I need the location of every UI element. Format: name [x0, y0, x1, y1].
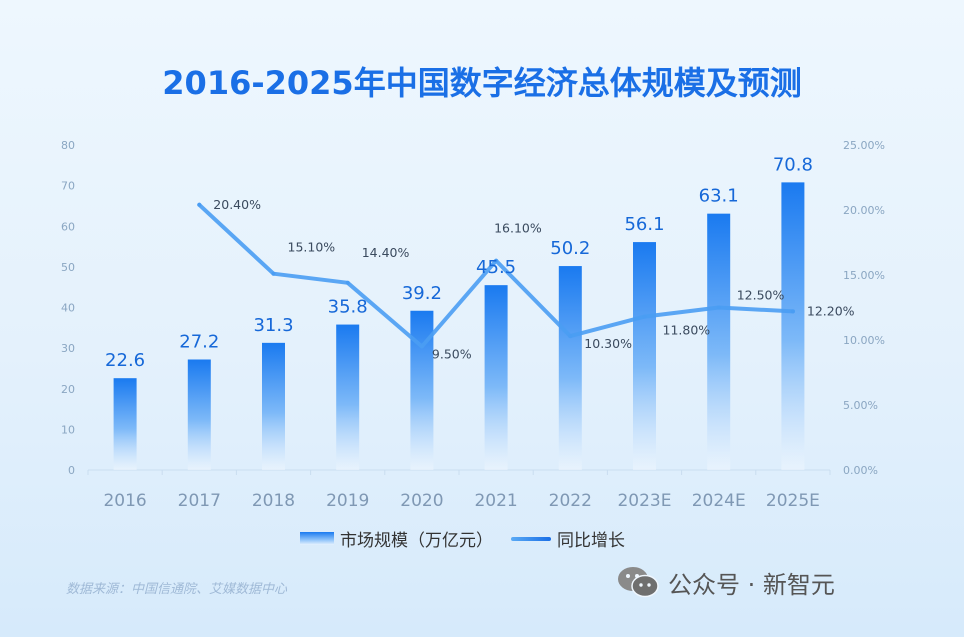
growth-value-label: 10.30%: [584, 336, 632, 351]
wechat-icon: [618, 567, 659, 598]
y-right-tick-label: 25.00%: [843, 139, 885, 152]
growth-value-label: 12.50%: [737, 288, 785, 303]
x-tick-label: 2016: [103, 491, 146, 511]
source-note: 数据来源：中国信通院、艾媒数据中心: [66, 582, 288, 597]
growth-value-label: 11.80%: [663, 323, 711, 338]
bar: [410, 310, 434, 470]
labels-group: 22.6 27.2 31.3 35.8 39.2 45.5 50.2 56.1 63.1 70.8…: [105, 154, 855, 371]
bar: [558, 266, 582, 470]
bar-value-label: 31.3: [253, 315, 293, 336]
bar: [113, 378, 137, 470]
legend-line-label: 同比增长: [557, 531, 625, 551]
legend-item-bar[interactable]: 市场规模（万亿元）: [300, 526, 493, 551]
growth-value-label: 15.10%: [288, 240, 336, 255]
growth-value-label: 16.10%: [494, 221, 542, 236]
y-right-tick-label: 10.00%: [843, 334, 885, 347]
growth-value-label: 20.40%: [213, 197, 261, 212]
legend-line-swatch: [511, 536, 551, 541]
x-tick-label: 2022: [549, 491, 592, 511]
y-right-tick-label: 15.00%: [843, 269, 885, 282]
legend-bar-label: 市场规模（万亿元）: [340, 531, 493, 551]
y-left-tick-label: 50: [61, 261, 75, 274]
y-left-tick-label: 80: [61, 139, 75, 152]
x-tick-label: 2020: [400, 491, 443, 511]
growth-point: [419, 344, 424, 349]
x-tick-label: 2025E: [766, 491, 820, 511]
x-tick-label: 2019: [326, 491, 369, 511]
y-right-tick-label: 20.00%: [843, 204, 885, 217]
growth-value-label: 12.20%: [807, 303, 855, 318]
chart-title: 2016-2025年中国数字经济总体规模及预测: [162, 64, 802, 102]
x-tick-label: 2018: [252, 491, 295, 511]
bar: [633, 242, 656, 470]
growth-point: [494, 258, 499, 263]
y-left-tick-label: 30: [61, 342, 75, 355]
watermark: 公众号 · 新智元: [616, 564, 835, 600]
bar-value-label: 70.8: [773, 154, 813, 175]
axes-group: 2016 2017 2018 2019 2020 2021 2022 2023E 2024E 20…: [61, 139, 885, 511]
y-left-tick-label: 20: [61, 383, 75, 396]
bars-group: [113, 182, 805, 470]
legend-bar-swatch: [300, 532, 334, 545]
growth-point: [345, 280, 350, 285]
y-left-tick-label: 40: [61, 302, 75, 315]
growth-point: [197, 202, 202, 207]
y-right-tick-label: 5.00%: [843, 399, 878, 412]
legend-item-line[interactable]: 同比增长: [511, 526, 625, 551]
y-left-tick-label: 70: [61, 180, 75, 193]
growth-value-label: 9.50%: [432, 347, 472, 362]
x-tick-label: 2021: [474, 491, 517, 511]
bar-value-label: 45.5: [476, 257, 516, 278]
bar: [187, 359, 211, 470]
x-tick-label: 2023E: [617, 491, 671, 511]
bar-value-label: 50.2: [550, 238, 590, 259]
growth-point: [271, 271, 276, 276]
watermark-text: 公众号 · 新智元: [668, 570, 835, 599]
growth-point: [568, 334, 573, 339]
bar: [484, 285, 508, 470]
growth-value-label: 14.40%: [362, 245, 410, 260]
bar: [336, 324, 360, 470]
bar-value-label: 39.2: [402, 283, 442, 304]
bar: [707, 213, 731, 470]
bar: [781, 182, 805, 470]
growth-point: [716, 305, 721, 310]
bar-value-label: 56.1: [624, 214, 664, 235]
growth-point: [642, 314, 647, 319]
y-left-tick-label: 0: [68, 464, 75, 477]
y-right-tick-label: 0.00%: [843, 464, 878, 477]
y-left-tick-label: 60: [61, 220, 75, 233]
line-group: [197, 202, 795, 349]
bar-value-label: 22.6: [105, 350, 145, 371]
bar: [262, 342, 285, 470]
x-tick-label: 2017: [178, 491, 221, 511]
bar-value-label: 63.1: [699, 186, 739, 207]
bar-value-label: 35.8: [328, 297, 368, 318]
x-tick-label: 2024E: [692, 491, 746, 511]
growth-point: [790, 309, 795, 314]
bar-value-label: 27.2: [179, 332, 219, 353]
y-left-tick-label: 10: [61, 423, 75, 436]
legend: 市场规模（万亿元） 同比增长: [300, 526, 625, 551]
